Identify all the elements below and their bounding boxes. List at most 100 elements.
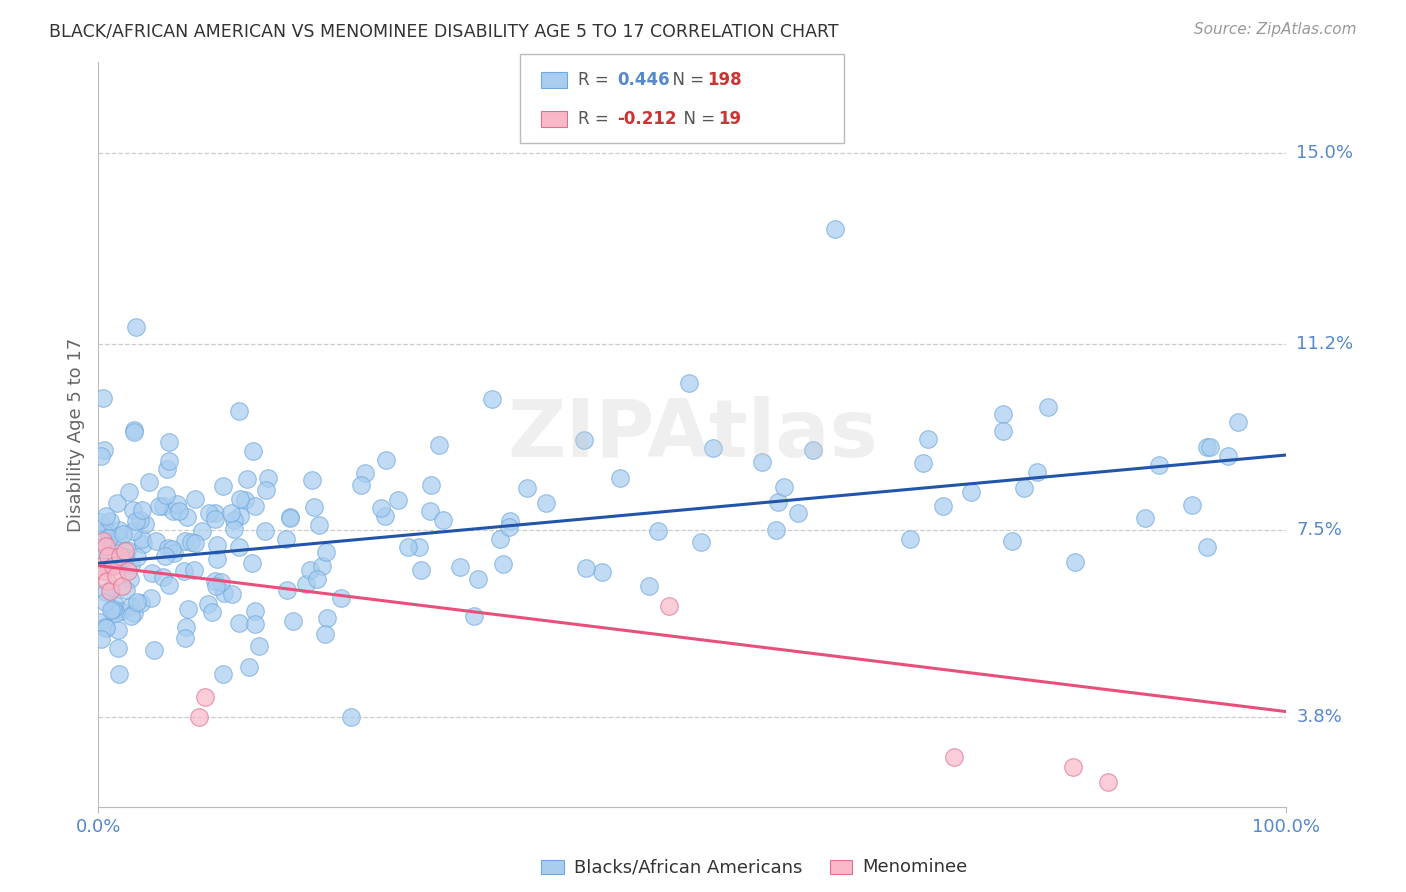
Point	[311, 559, 333, 574]
Point	[174, 620, 197, 634]
Text: 0.446: 0.446	[617, 71, 669, 89]
Point	[117, 484, 139, 499]
Point	[111, 579, 134, 593]
Point	[160, 541, 183, 556]
Point	[120, 558, 142, 572]
Point	[678, 376, 700, 390]
Point	[98, 583, 121, 598]
Point	[1149, 458, 1171, 473]
Point	[1012, 481, 1035, 495]
Point	[350, 478, 373, 492]
Point	[370, 501, 392, 516]
Point	[209, 574, 232, 589]
Point	[108, 553, 131, 567]
Text: R =: R =	[578, 71, 614, 89]
Point	[801, 443, 824, 458]
Point	[107, 529, 129, 543]
Point	[118, 573, 141, 587]
Point	[278, 510, 301, 524]
Point	[238, 660, 260, 674]
Point	[108, 667, 131, 681]
Point	[167, 504, 190, 518]
Point	[190, 524, 212, 538]
Text: ZIPAtlas: ZIPAtlas	[508, 396, 877, 474]
Point	[183, 491, 205, 506]
Point	[572, 433, 595, 447]
Point	[138, 475, 160, 489]
Point	[103, 537, 125, 551]
Point	[1181, 498, 1204, 512]
Point	[373, 509, 395, 524]
Point	[90, 450, 112, 464]
Point	[90, 632, 112, 646]
Point	[766, 495, 789, 509]
Point	[245, 499, 267, 513]
Point	[101, 604, 124, 618]
Point	[155, 549, 177, 564]
Point	[339, 709, 361, 723]
Point	[205, 579, 228, 593]
Point	[299, 564, 322, 578]
Point	[114, 549, 136, 564]
Point	[308, 517, 330, 532]
Point	[690, 535, 713, 549]
Point	[432, 513, 454, 527]
Text: N =: N =	[673, 110, 721, 128]
Point	[122, 503, 145, 517]
Point	[166, 497, 188, 511]
Point	[152, 570, 174, 584]
Point	[93, 564, 115, 578]
Point	[134, 517, 156, 532]
Point	[329, 591, 352, 605]
Point	[991, 408, 1014, 422]
Point	[108, 523, 131, 537]
Point	[228, 540, 250, 554]
Point	[236, 472, 259, 486]
Point	[254, 483, 277, 498]
Point	[283, 614, 305, 628]
Point	[156, 462, 179, 476]
Point	[129, 595, 152, 609]
Point	[1198, 440, 1220, 454]
Point	[204, 512, 226, 526]
Point	[105, 607, 128, 621]
Point	[205, 538, 228, 552]
Text: 198: 198	[707, 71, 742, 89]
Point	[180, 534, 202, 549]
Point	[1063, 555, 1085, 569]
Point	[463, 608, 485, 623]
Text: N =: N =	[662, 71, 710, 89]
Point	[124, 425, 146, 439]
Point	[278, 511, 301, 525]
Point	[90, 543, 112, 558]
Point	[253, 524, 276, 538]
Point	[94, 620, 117, 634]
Point	[89, 615, 111, 629]
Point	[91, 533, 114, 548]
Point	[104, 558, 127, 573]
Point	[129, 513, 152, 527]
Point	[145, 534, 167, 549]
Point	[100, 603, 122, 617]
Point	[173, 565, 195, 579]
Point	[162, 546, 184, 560]
Point	[184, 536, 207, 550]
Point	[103, 598, 125, 612]
Text: R =: R =	[578, 110, 614, 128]
Point	[125, 320, 148, 334]
Point	[91, 524, 114, 539]
Point	[157, 454, 180, 468]
Point	[183, 563, 205, 577]
Point	[257, 471, 280, 485]
Point	[115, 543, 138, 558]
Point	[917, 432, 939, 446]
Point	[200, 605, 222, 619]
Point	[97, 549, 120, 563]
Point	[420, 478, 443, 492]
Point	[1026, 465, 1049, 479]
Point	[787, 506, 810, 520]
Point	[942, 750, 965, 764]
Point	[157, 435, 180, 450]
Point	[96, 574, 118, 588]
Point	[114, 582, 136, 597]
